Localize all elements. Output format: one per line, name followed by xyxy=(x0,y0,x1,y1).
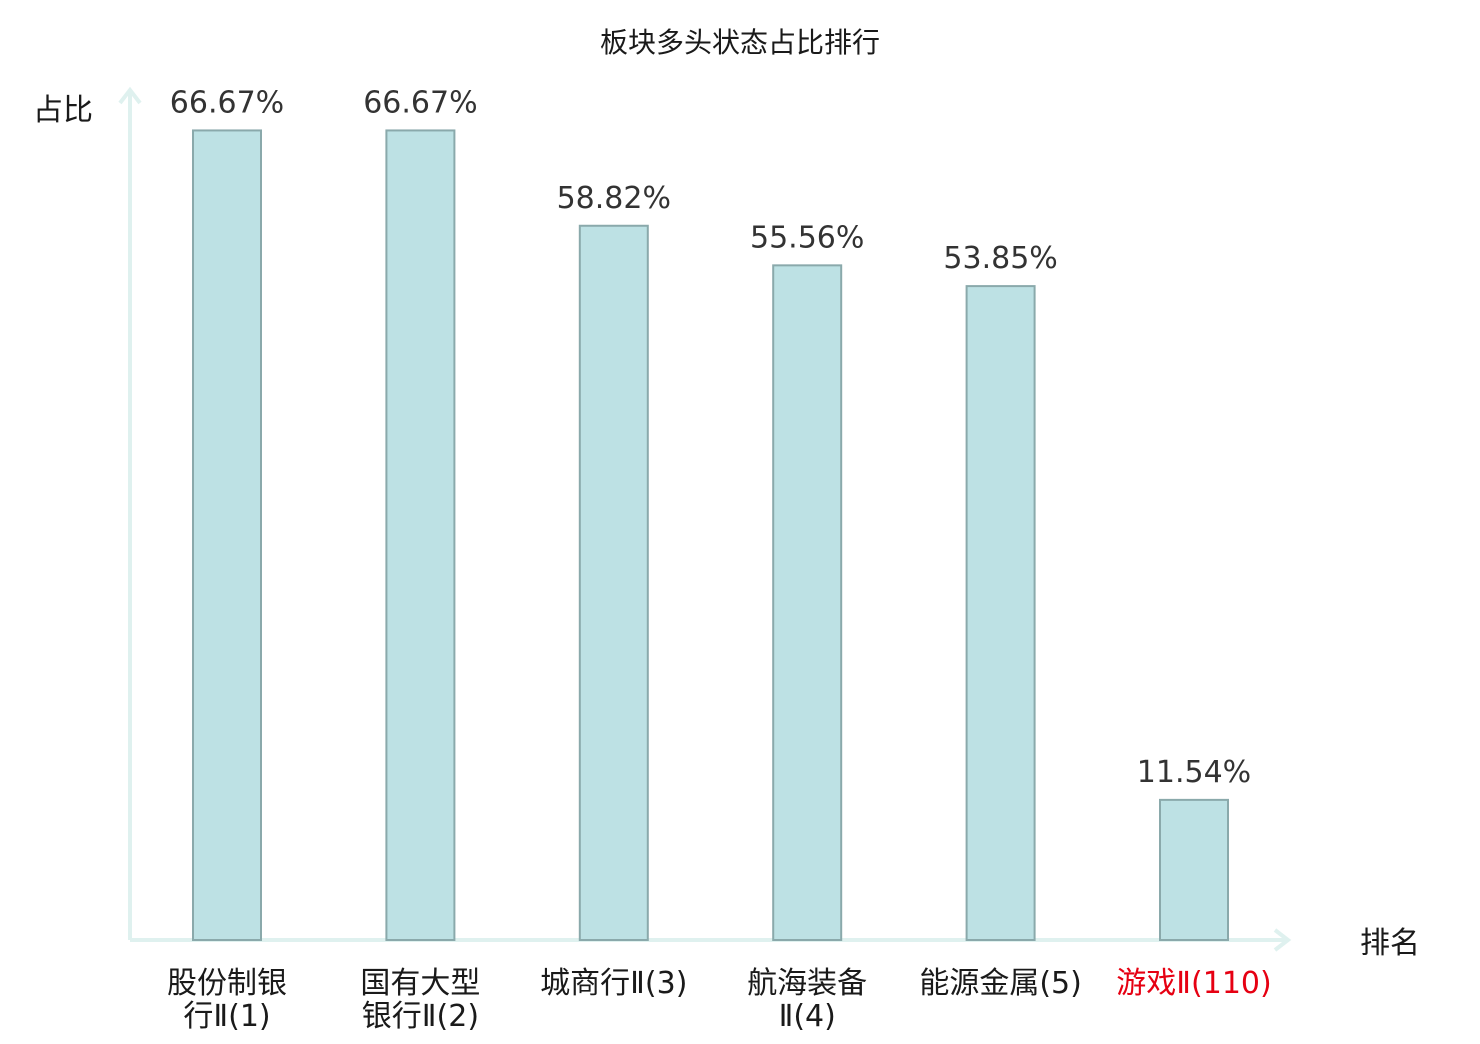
y-axis-label: 占比 xyxy=(33,93,93,128)
x-tick-label: 股份制银 xyxy=(167,966,287,1001)
x-tick-label: 国有大型 xyxy=(360,966,480,1001)
x-axis-label: 排名 xyxy=(1360,926,1420,961)
x-tick-label: 航海装备 xyxy=(747,966,867,1001)
x-axis-arrow xyxy=(1273,928,1292,952)
value-label: 66.67% xyxy=(170,85,284,120)
bar xyxy=(578,224,649,941)
value-labels-group: 66.67% 66.67% 58.82% 55.56% 53.85% 11.54% xyxy=(170,85,1251,789)
x-tick-label: 游戏Ⅱ(110) xyxy=(1116,966,1271,1001)
bar xyxy=(385,129,456,941)
value-label: 53.85% xyxy=(943,241,1057,276)
bar xyxy=(192,129,262,941)
x-tick-label: Ⅱ(4) xyxy=(779,999,836,1034)
value-label: 11.54% xyxy=(1137,755,1251,790)
y-axis-arrow xyxy=(118,86,142,105)
value-label: 58.82% xyxy=(557,181,671,216)
x-tick-label: 银行Ⅱ(2) xyxy=(362,999,479,1034)
x-tick-label: 城商行Ⅱ(3) xyxy=(540,966,687,1001)
bar xyxy=(772,264,843,942)
x-tick-label: 能源金属(5) xyxy=(919,966,1082,1001)
bars-group xyxy=(192,129,1229,942)
bar xyxy=(965,285,1036,942)
value-label: 66.67% xyxy=(363,85,477,120)
x-tick-label: 行Ⅱ(1) xyxy=(183,999,270,1034)
chart-title: 板块多头状态占比排行 xyxy=(600,26,880,59)
value-label: 55.56% xyxy=(750,220,864,255)
axes xyxy=(118,86,1292,952)
bar xyxy=(1159,798,1229,941)
